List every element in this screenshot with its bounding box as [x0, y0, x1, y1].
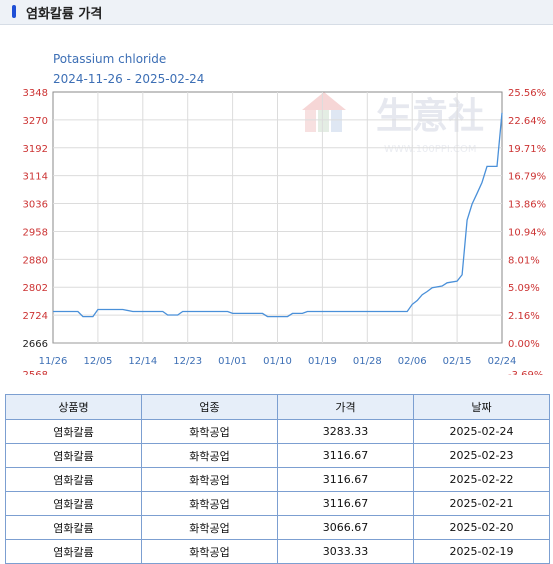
price-line: [53, 112, 503, 318]
table-body: 염화칼륨 화학공업 3283.33 2025-02-24 염화칼륨 화학공업 3116.67…: [5, 419, 550, 564]
x-tick-label: 01/10: [263, 356, 292, 367]
table-cell: 염화칼륨: [5, 539, 142, 564]
table-cell: 화학공업: [141, 467, 278, 492]
table-cell: 3116.67: [277, 491, 414, 516]
x-tick-label: 12/23: [173, 356, 202, 367]
x-tick-label: 01/28: [353, 356, 382, 367]
price-table: 상품명 업종 가격 날짜 염화칼륨 화학공업 3283.33 2025-02-24 염화칼륨 화…: [5, 394, 550, 564]
table-header-cell: 가격: [277, 394, 414, 420]
y-tick-label: 2802: [23, 283, 48, 294]
x-tick-label: 12/14: [128, 356, 157, 367]
x-tick-label: 02/24: [488, 356, 517, 367]
y-tick-label: 2724: [23, 311, 48, 322]
table-row: 염화칼륨 화학공업 3116.67 2025-02-22: [5, 467, 550, 492]
x-tick-label: 01/19: [308, 356, 337, 367]
table-cell: 3033.33: [277, 539, 414, 564]
y-tick-label: 3192: [23, 144, 48, 155]
section-header: 염화칼륨 가격: [0, 0, 553, 25]
table-cell: 염화칼륨: [5, 467, 142, 492]
y-right-tick-label: 13.86%: [508, 200, 546, 211]
y-right-tick-label: 8.01%: [508, 255, 540, 266]
table-row: 염화칼륨 화학공업 3116.67 2025-02-21: [5, 491, 550, 516]
table-cell: 화학공업: [141, 515, 278, 540]
table-header-row: 상품명 업종 가격 날짜: [5, 394, 550, 420]
y-tick-label: 2958: [23, 227, 48, 238]
table-cell: 2025-02-24: [413, 419, 550, 444]
y-tick-label: 3114: [23, 172, 48, 183]
table-header-cell: 상품명: [5, 394, 142, 420]
y-right-tick-label: 25.56%: [508, 88, 546, 99]
y-tick-label: 3270: [23, 116, 48, 127]
table-cell: 2025-02-19: [413, 539, 550, 564]
table-cell: 2025-02-21: [413, 491, 550, 516]
table-header-cell: 업종: [141, 394, 278, 420]
chart-subtitle: 2024-11-26 - 2025-02-24: [53, 72, 204, 86]
table-cell: 염화칼륨: [5, 491, 142, 516]
x-tick-label: 02/06: [398, 356, 427, 367]
y-tick-label: 2568: [23, 370, 48, 375]
table-cell: 2025-02-22: [413, 467, 550, 492]
table-cell: 3066.67: [277, 515, 414, 540]
table-cell: 염화칼륨: [5, 443, 142, 468]
table-row: 염화칼륨 화학공업 3116.67 2025-02-23: [5, 443, 550, 468]
table-cell: 염화칼륨: [5, 419, 142, 444]
x-tick-label: 02/15: [443, 356, 472, 367]
y-right-tick-label: 5.09%: [508, 283, 540, 294]
price-chart: Potassium chloride 2024-11-26 - 2025-02-…: [0, 30, 553, 381]
watermark-url: WWW.100PPI.COM: [384, 144, 476, 155]
table-cell: 화학공업: [141, 491, 278, 516]
y-right-tick-label: 22.64%: [508, 116, 546, 127]
table-row: 염화칼륨 화학공업 3283.33 2025-02-24: [5, 419, 550, 444]
x-tick-label: 12/05: [83, 356, 112, 367]
y-right-tick-label: 19.71%: [508, 144, 546, 155]
y-right-tick-label: 10.94%: [508, 227, 546, 238]
y-right-tick-label: -3.69%: [508, 370, 543, 375]
table-cell: 3283.33: [277, 419, 414, 444]
y-right-tick-label: 2.16%: [508, 311, 540, 322]
table-row: 염화칼륨 화학공업 3033.33 2025-02-19: [5, 539, 550, 564]
table-header-cell: 날짜: [413, 394, 550, 420]
x-tick-label: 01/01: [218, 356, 247, 367]
table-cell: 3116.67: [277, 443, 414, 468]
table-cell: 2025-02-23: [413, 443, 550, 468]
header-accent-bar: [12, 5, 16, 18]
table-cell: 염화칼륨: [5, 515, 142, 540]
watermark-logo: 生意社 WWW.100PPI.COM: [302, 92, 484, 155]
chart-title: Potassium chloride: [53, 52, 166, 66]
table-cell: 화학공업: [141, 419, 278, 444]
table-cell: 3116.67: [277, 467, 414, 492]
watermark-text: 生意社: [376, 96, 484, 137]
table-cell: 2025-02-20: [413, 515, 550, 540]
y-tick-label: 3348: [23, 88, 48, 99]
table-row: 염화칼륨 화학공업 3066.67 2025-02-20: [5, 515, 550, 540]
y-right-tick-label: 16.79%: [508, 172, 546, 183]
table-cell: 화학공업: [141, 443, 278, 468]
table-cell: 화학공업: [141, 539, 278, 564]
y-tick-label: 3036: [23, 200, 48, 211]
section-title: 염화칼륨 가격: [26, 7, 103, 22]
x-tick-label: 11/26: [39, 356, 68, 367]
y-right-tick-label: 0.00%: [508, 339, 540, 350]
price-chart-svg: Potassium chloride 2024-11-26 - 2025-02-…: [23, 52, 547, 381]
y-tick-label: 2666: [23, 339, 48, 350]
y-tick-label: 2880: [23, 255, 48, 266]
